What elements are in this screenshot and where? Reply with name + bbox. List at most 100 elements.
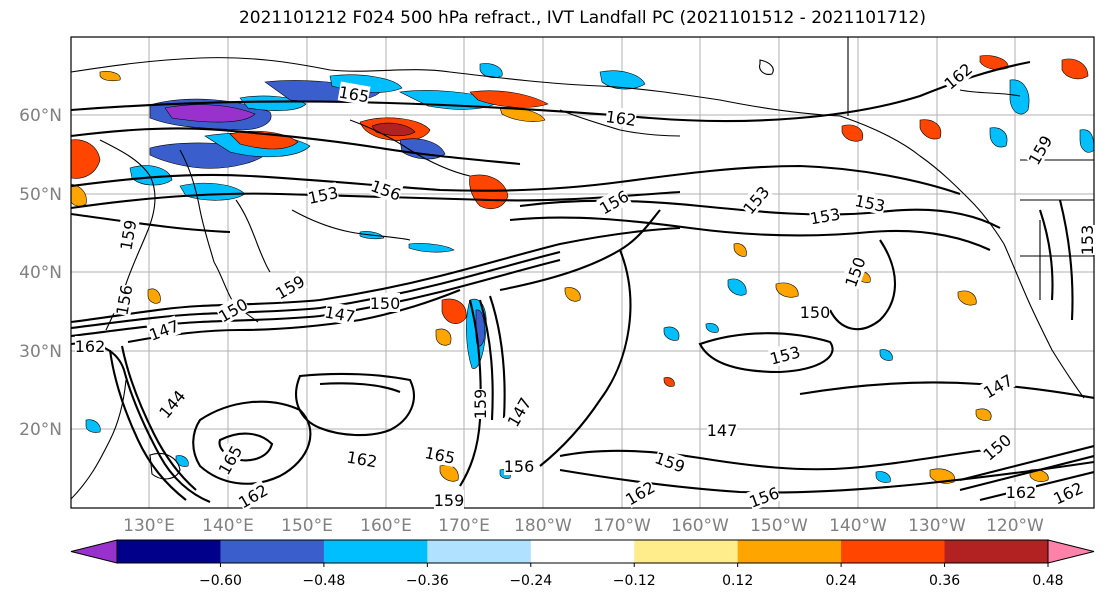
- colorbar-segment: [530, 540, 635, 563]
- height-contour: [509, 216, 991, 251]
- height-contour: [192, 400, 312, 485]
- height-contour: [71, 164, 961, 195]
- longitude-label: 160°W: [671, 516, 729, 536]
- anomaly-patch: [775, 282, 799, 298]
- anomaly-patch: [564, 287, 581, 302]
- height-contour: [1058, 199, 1074, 321]
- colorbar-segment: [117, 540, 221, 563]
- height-contour: [489, 295, 506, 419]
- contour-label-text: 153: [1078, 225, 1097, 256]
- coastline: [839, 115, 1005, 245]
- height-contour: [120, 345, 197, 491]
- contour-label: 153: [1077, 225, 1097, 256]
- anomaly-patch: [599, 70, 646, 90]
- longitude-label: 170°W: [593, 516, 651, 536]
- contour-label-text: 150: [800, 303, 831, 322]
- contour-label: 153: [306, 182, 340, 208]
- colorbar-tick-label: 0.48: [1032, 573, 1063, 589]
- contour-label: 150: [800, 302, 831, 322]
- height-contour: [698, 332, 834, 374]
- anomaly-patch: [441, 298, 467, 324]
- anomaly-patch: [879, 349, 893, 361]
- anomaly-patch: [989, 127, 1008, 148]
- height-contour: [108, 349, 187, 501]
- height-contour: [319, 382, 401, 393]
- anomaly-patch: [705, 323, 719, 333]
- longitude-label: 120°W: [986, 516, 1044, 536]
- anomaly-patch: [1009, 79, 1030, 115]
- colorbar-extension-min: [70, 539, 118, 564]
- anomaly-patch: [975, 408, 992, 421]
- contour-label-text: 162: [1006, 483, 1037, 502]
- colorbar-outline: [116, 539, 1049, 564]
- anomaly-patch: [727, 278, 747, 296]
- height-contour: [71, 226, 681, 324]
- colorbar-tick-label: −0.36: [406, 573, 449, 589]
- contour-label: 162: [75, 336, 106, 356]
- contour-label: 159: [115, 218, 141, 252]
- height-contour: [979, 470, 1094, 502]
- figure-title: 2021101212 F024 500 hPa refract., IVT La…: [238, 8, 926, 28]
- anomaly-patch: [408, 243, 455, 253]
- coastline: [559, 109, 681, 137]
- colorbar-tick-label: −0.24: [509, 573, 552, 589]
- contour-label-text: 159: [471, 389, 490, 420]
- contour-label-text: 162: [604, 107, 637, 130]
- filled-anomaly-patches: [71, 55, 1094, 484]
- height-contour: [71, 342, 211, 503]
- anomaly-patch: [875, 471, 891, 483]
- contour-label: 147: [707, 420, 737, 440]
- coastline: [349, 119, 471, 177]
- contour-label-text: 156: [504, 457, 535, 476]
- coastline: [291, 209, 411, 241]
- longitude-label: 140°E: [202, 516, 254, 536]
- height-contour: [499, 209, 661, 292]
- coastline: [759, 59, 774, 75]
- height-contour: [71, 250, 561, 330]
- colorbar-segment: [737, 540, 842, 563]
- colorbar-tick-label: 0.24: [826, 573, 857, 589]
- latitude-label: 40°N: [19, 263, 62, 283]
- longitude-label: 150°E: [281, 516, 333, 536]
- coastline: [235, 199, 271, 273]
- coastline: [149, 452, 181, 480]
- height-contour: [539, 249, 632, 467]
- anomaly-patch: [919, 119, 942, 140]
- colorbar-segment: [323, 540, 428, 563]
- colorbar-segment: [944, 540, 1049, 563]
- anomaly-patch: [85, 419, 101, 433]
- anomaly-patch: [399, 138, 446, 160]
- longitude-labels: 130°E 140°E 150°E 160°E 170°E 180°W 170°W 160°W…: [123, 516, 1044, 536]
- height-contour: [71, 212, 231, 234]
- longitude-label: 130°E: [123, 516, 175, 536]
- anomaly-patch: [733, 243, 747, 257]
- contour-label: 156: [504, 456, 535, 476]
- anomaly-patch: [663, 326, 680, 341]
- anomaly-patch: [435, 328, 452, 346]
- colorbar-tick-label: −0.12: [613, 573, 656, 589]
- colorbar-tick-label: 0.12: [722, 573, 753, 589]
- coastline: [71, 57, 841, 117]
- latitude-labels: 60°N 50°N 40°N 30°N 20°N: [19, 106, 62, 440]
- anomaly-patch: [1061, 58, 1089, 80]
- anomaly-patch: [479, 63, 503, 78]
- coastline: [959, 89, 1021, 97]
- latitude-label: 50°N: [19, 185, 62, 205]
- height-contour: [71, 127, 521, 166]
- colorbar-tick-label: 0.36: [929, 573, 960, 589]
- longitude-label: 180°W: [514, 516, 572, 536]
- longitude-label: 130°W: [908, 516, 966, 536]
- height-contour: [478, 299, 494, 421]
- anomaly-patch: [71, 139, 101, 179]
- colorbar-tick-label: −0.60: [199, 573, 242, 589]
- latitude-label: 20°N: [19, 420, 62, 440]
- longitude-label: 160°E: [360, 516, 412, 536]
- anomaly-patch: [663, 377, 675, 387]
- graticule: [71, 37, 1094, 508]
- contour-label-text: 162: [75, 337, 106, 356]
- height-contour: [71, 190, 681, 210]
- latitude-label: 60°N: [19, 106, 62, 126]
- height-contour: [959, 444, 1094, 482]
- anomaly-patch: [129, 165, 173, 186]
